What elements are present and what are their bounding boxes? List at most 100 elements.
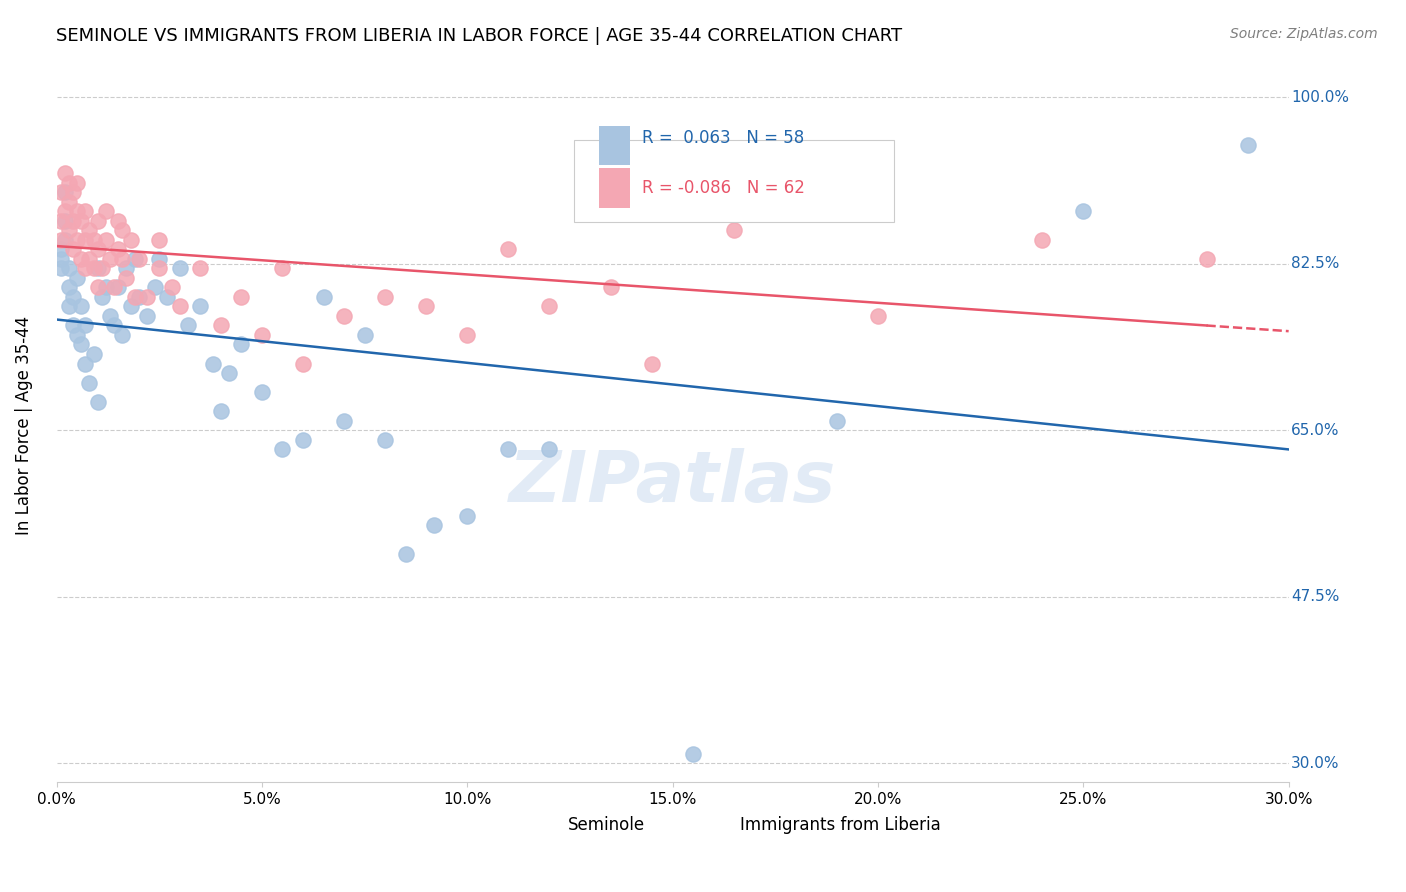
Point xyxy=(1236,137,1258,152)
Point xyxy=(600,280,623,294)
Point xyxy=(641,357,664,371)
Text: Source: ZipAtlas.com: Source: ZipAtlas.com xyxy=(1230,27,1378,41)
Point xyxy=(66,176,89,190)
FancyBboxPatch shape xyxy=(524,811,555,839)
Point xyxy=(94,233,117,247)
Point xyxy=(86,243,108,257)
Point xyxy=(107,280,129,294)
Point xyxy=(66,328,89,343)
Text: 47.5%: 47.5% xyxy=(1291,589,1340,604)
Point xyxy=(120,300,142,314)
Point xyxy=(58,223,80,237)
Point xyxy=(62,243,84,257)
Point xyxy=(128,252,150,266)
Text: Immigrants from Liberia: Immigrants from Liberia xyxy=(741,816,941,834)
Point xyxy=(111,328,134,343)
Text: R = -0.086   N = 62: R = -0.086 N = 62 xyxy=(641,179,804,197)
Point xyxy=(62,213,84,227)
Point xyxy=(124,252,146,266)
Point xyxy=(66,204,89,219)
Point xyxy=(79,223,101,237)
Point xyxy=(53,204,76,219)
Point xyxy=(115,271,138,285)
Point xyxy=(395,547,418,561)
Point xyxy=(111,252,134,266)
Point xyxy=(98,252,121,266)
Point xyxy=(49,243,72,257)
Point xyxy=(70,252,93,266)
Point xyxy=(53,233,76,247)
FancyBboxPatch shape xyxy=(599,169,630,208)
Point xyxy=(423,518,446,533)
Point xyxy=(75,204,97,219)
Point xyxy=(723,223,745,237)
Point xyxy=(415,300,437,314)
Point xyxy=(538,300,561,314)
Point xyxy=(49,261,72,276)
Point xyxy=(49,213,72,227)
Point xyxy=(143,280,166,294)
Point xyxy=(86,394,108,409)
Point xyxy=(62,290,84,304)
Point xyxy=(456,328,478,343)
Point xyxy=(374,290,396,304)
Point xyxy=(160,280,183,294)
Point xyxy=(107,213,129,227)
Point xyxy=(86,280,108,294)
Point xyxy=(271,261,294,276)
Point xyxy=(86,213,108,227)
Point xyxy=(49,252,72,266)
Point xyxy=(115,261,138,276)
Point xyxy=(148,261,170,276)
Point xyxy=(169,261,191,276)
Point xyxy=(292,357,315,371)
Point xyxy=(98,309,121,323)
Point xyxy=(218,366,240,380)
Point xyxy=(250,385,273,400)
FancyBboxPatch shape xyxy=(697,811,728,839)
Y-axis label: In Labor Force | Age 35-44: In Labor Force | Age 35-44 xyxy=(15,316,32,535)
Point xyxy=(1071,204,1094,219)
Point xyxy=(498,243,520,257)
Point xyxy=(250,328,273,343)
Point xyxy=(58,261,80,276)
Point xyxy=(209,318,232,333)
Point xyxy=(136,290,159,304)
Text: 65.0%: 65.0% xyxy=(1291,423,1340,438)
Point xyxy=(83,233,105,247)
Point xyxy=(312,290,335,304)
Point xyxy=(231,290,253,304)
Point xyxy=(83,347,105,361)
Point xyxy=(292,433,315,447)
Point xyxy=(148,252,170,266)
Point xyxy=(75,233,97,247)
Point xyxy=(103,280,125,294)
Point xyxy=(66,233,89,247)
Point xyxy=(538,442,561,457)
Point xyxy=(231,337,253,351)
Point xyxy=(124,290,146,304)
Text: Seminole: Seminole xyxy=(568,816,645,834)
Point xyxy=(128,290,150,304)
Point xyxy=(58,300,80,314)
Point xyxy=(136,309,159,323)
Text: 82.5%: 82.5% xyxy=(1291,256,1340,271)
Text: SEMINOLE VS IMMIGRANTS FROM LIBERIA IN LABOR FORCE | AGE 35-44 CORRELATION CHART: SEMINOLE VS IMMIGRANTS FROM LIBERIA IN L… xyxy=(56,27,903,45)
Point xyxy=(682,747,704,761)
Point xyxy=(333,309,356,323)
Point xyxy=(90,261,112,276)
Point xyxy=(333,414,356,428)
Point xyxy=(456,508,478,523)
Point xyxy=(103,318,125,333)
Point xyxy=(177,318,200,333)
Point xyxy=(1031,233,1053,247)
Point xyxy=(66,271,89,285)
Point xyxy=(53,166,76,180)
Point xyxy=(156,290,179,304)
FancyBboxPatch shape xyxy=(599,126,630,165)
Text: 100.0%: 100.0% xyxy=(1291,89,1350,104)
Point xyxy=(58,280,80,294)
Point xyxy=(120,233,142,247)
Text: R =  0.063   N = 58: R = 0.063 N = 58 xyxy=(641,129,804,147)
Point xyxy=(58,176,80,190)
